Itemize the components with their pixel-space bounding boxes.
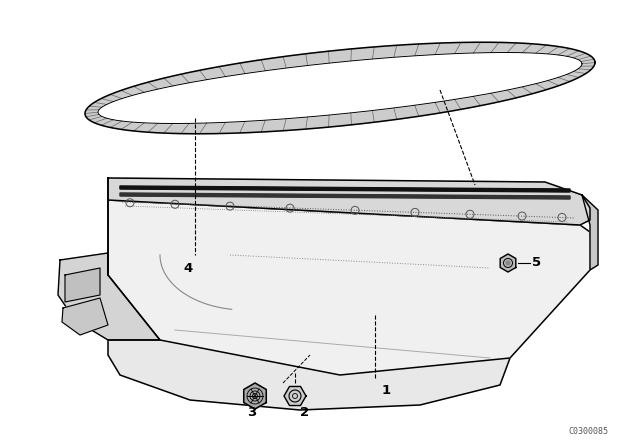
Polygon shape: [65, 268, 100, 302]
Polygon shape: [85, 42, 595, 134]
Polygon shape: [244, 383, 266, 409]
Polygon shape: [120, 193, 570, 199]
Polygon shape: [120, 186, 570, 192]
Polygon shape: [98, 52, 582, 124]
Circle shape: [506, 261, 510, 265]
Polygon shape: [284, 387, 306, 405]
Polygon shape: [108, 200, 592, 375]
Text: 3: 3: [247, 406, 256, 419]
Text: 4: 4: [183, 262, 192, 275]
Polygon shape: [58, 253, 160, 340]
Text: 1: 1: [382, 383, 391, 396]
Text: C0300085: C0300085: [568, 427, 608, 436]
Text: 2: 2: [300, 406, 309, 419]
Polygon shape: [62, 298, 108, 335]
Text: 5: 5: [532, 257, 541, 270]
Polygon shape: [108, 178, 590, 225]
Polygon shape: [582, 195, 598, 270]
Polygon shape: [108, 340, 510, 410]
Polygon shape: [500, 254, 516, 272]
